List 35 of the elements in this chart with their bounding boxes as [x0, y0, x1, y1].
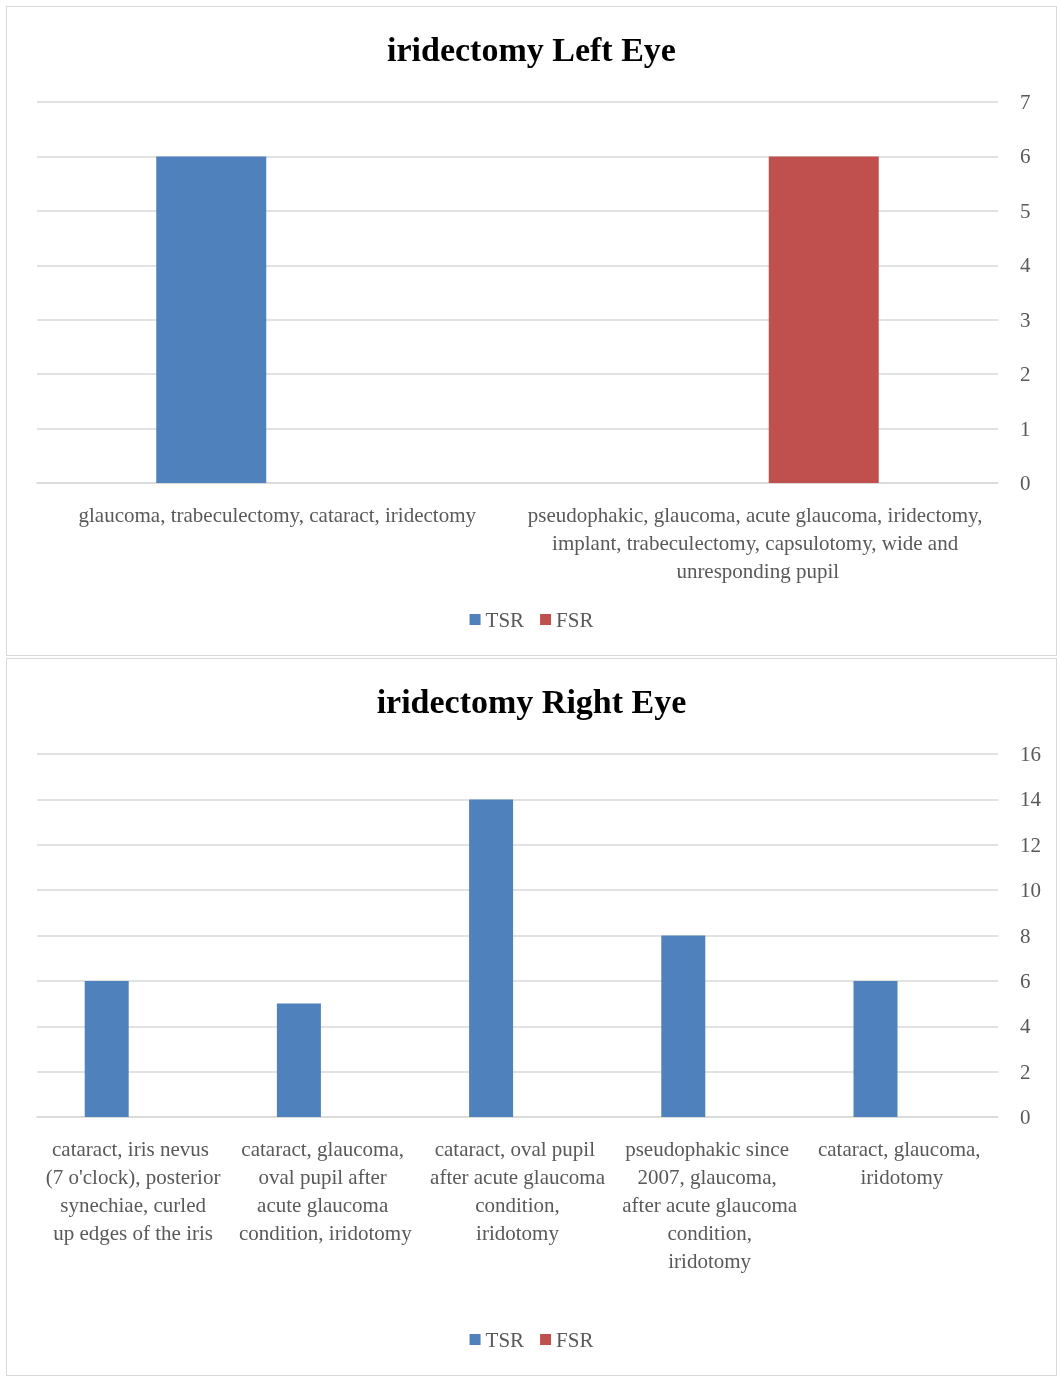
x-tick-label: cataract, oval pupil after acute glaucoma condition, iridotomy — [430, 1137, 606, 1245]
bar — [853, 980, 898, 1117]
y-tick-label: 8 — [1020, 923, 1031, 948]
y-tick-label: 14 — [1020, 787, 1042, 812]
x-tick-label: cataract, glaucoma, iridotomy — [817, 1137, 986, 1189]
legend-label: FSR — [556, 1327, 594, 1352]
legend-label: TSR — [485, 1327, 525, 1352]
x-tick-label: pseudophakic, glaucoma, acute glaucoma, iridectomy, implant, trabeculectomy, capsulotomy, wide and unresponding pupil — [527, 503, 988, 583]
x-tick-label: pseudophakic since 2007, glaucoma, after acute glaucoma condition, iridotomy — [622, 1137, 798, 1273]
legend-label: FSR — [556, 607, 594, 632]
y-tick-label: 6 — [1020, 968, 1031, 993]
y-tick-label: 16 — [1020, 742, 1041, 766]
y-tick-label: 4 — [1020, 253, 1031, 278]
bar — [469, 799, 514, 1117]
x-tick-label: cataract, glaucoma, oval pupil after acute glaucoma condition, iridotomy — [238, 1137, 413, 1245]
y-tick-label: 6 — [1020, 144, 1031, 169]
x-tick-label: cataract, iris nevus (7 o'clock), posterior synechiae, curled up edges of the iris — [45, 1137, 221, 1245]
bar — [84, 980, 129, 1117]
y-tick-label: 7 — [1020, 90, 1031, 114]
y-tick-label: 0 — [1020, 1105, 1031, 1129]
y-tick-label: 4 — [1020, 1014, 1031, 1039]
y-tick-label: 2 — [1020, 1059, 1031, 1084]
bar — [661, 935, 706, 1117]
y-tick-label: 5 — [1020, 198, 1031, 223]
y-tick-label: 0 — [1020, 471, 1031, 495]
y-tick-label: 2 — [1020, 362, 1031, 387]
y-tick-label: 10 — [1020, 878, 1041, 903]
bar — [276, 1003, 321, 1117]
y-tick-label: 3 — [1020, 307, 1031, 332]
x-tick-label: glaucoma, trabeculectomy, cataract, iridectomy — [78, 503, 477, 527]
legend-label: TSR — [485, 607, 525, 632]
y-tick-label: 12 — [1020, 832, 1041, 857]
chart-title: iridectomy Left Eye — [387, 30, 676, 68]
y-tick-label: 1 — [1020, 416, 1031, 441]
chart-title: iridectomy Right Eye — [376, 682, 687, 720]
